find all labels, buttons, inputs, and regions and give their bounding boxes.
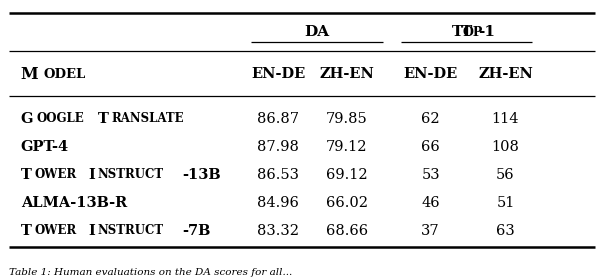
Text: I: I	[89, 224, 95, 238]
Text: 51: 51	[496, 196, 515, 210]
Text: -1: -1	[478, 25, 495, 39]
Text: I: I	[89, 168, 95, 182]
Text: 79.85: 79.85	[326, 112, 368, 126]
Text: NSTRUCT: NSTRUCT	[97, 224, 164, 237]
Text: 83.32: 83.32	[257, 224, 299, 238]
Text: 86.53: 86.53	[257, 168, 299, 182]
Text: 69.12: 69.12	[326, 168, 368, 182]
Text: T: T	[461, 25, 472, 39]
Text: GPT-4: GPT-4	[21, 140, 69, 154]
Text: -7B: -7B	[182, 224, 210, 238]
Text: NSTRUCT: NSTRUCT	[97, 168, 164, 181]
Text: 79.12: 79.12	[326, 140, 368, 154]
Text: OWER: OWER	[34, 168, 77, 181]
Text: ODEL: ODEL	[43, 68, 86, 81]
Text: 37: 37	[422, 224, 440, 238]
Text: 84.96: 84.96	[257, 196, 299, 210]
Text: EN-DE: EN-DE	[403, 67, 458, 81]
Text: DA: DA	[304, 25, 330, 39]
Text: T: T	[98, 112, 109, 126]
Text: OWER: OWER	[34, 224, 77, 237]
Text: RANSLATE: RANSLATE	[112, 112, 184, 125]
Text: ALMA-13B-R: ALMA-13B-R	[21, 196, 127, 210]
Text: 63: 63	[496, 224, 515, 238]
Text: 68.66: 68.66	[326, 224, 368, 238]
Text: EN-DE: EN-DE	[251, 67, 305, 81]
Text: 108: 108	[492, 140, 519, 154]
Text: T: T	[21, 224, 31, 238]
Text: 56: 56	[496, 168, 515, 182]
Text: OOGLE: OOGLE	[37, 112, 85, 125]
Text: 87.98: 87.98	[257, 140, 299, 154]
Text: -13B: -13B	[182, 168, 220, 182]
Text: 46: 46	[422, 196, 440, 210]
Text: T: T	[21, 168, 31, 182]
Text: M: M	[21, 66, 39, 83]
Text: T: T	[452, 25, 463, 39]
Text: ZH-EN: ZH-EN	[320, 67, 374, 81]
Text: Table 1: Human evaluations on the DA scores for all...: Table 1: Human evaluations on the DA sco…	[9, 268, 292, 277]
Text: 86.87: 86.87	[257, 112, 299, 126]
Text: OP: OP	[463, 26, 483, 39]
Text: 62: 62	[422, 112, 440, 126]
Text: 114: 114	[492, 112, 519, 126]
Text: G: G	[21, 112, 33, 126]
Text: 53: 53	[422, 168, 440, 182]
Text: ZH-EN: ZH-EN	[478, 67, 533, 81]
Text: 66.02: 66.02	[326, 196, 368, 210]
Text: 66: 66	[422, 140, 440, 154]
